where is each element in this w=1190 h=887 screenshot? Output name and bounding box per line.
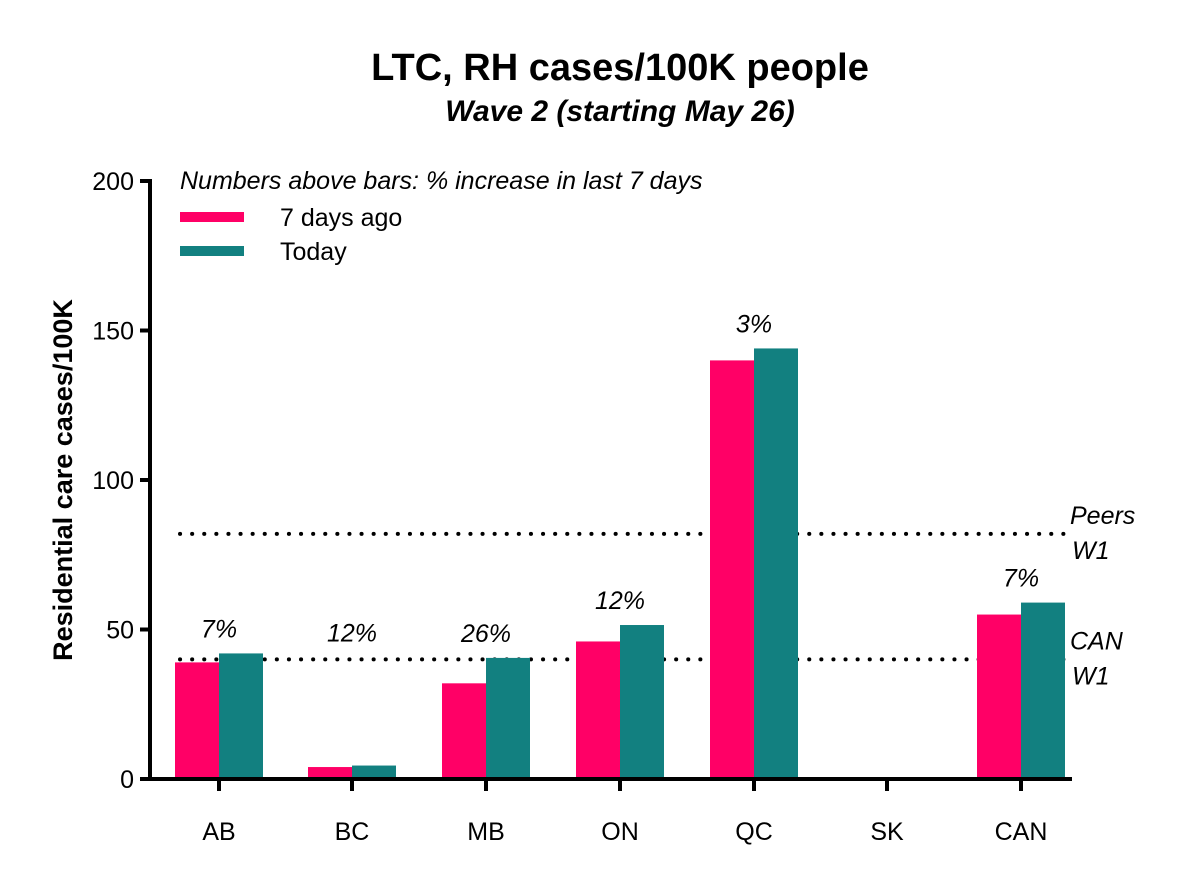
reference-line-label: CAN — [1070, 627, 1124, 655]
bar-annotation: 26% — [460, 620, 511, 648]
reference-line-label: Peers — [1070, 502, 1135, 530]
bar-annotation: 7% — [1003, 565, 1039, 593]
reference-lines: Peers W1 CAN W1 — [178, 502, 1135, 690]
bar-annotation: 12% — [327, 619, 377, 647]
legend-title: Numbers above bars: % increase in last 7… — [180, 167, 702, 195]
x-tick-label: ON — [601, 818, 639, 846]
bar-today-ab — [219, 653, 263, 779]
bar-seven-days-ago-ab — [175, 662, 219, 779]
reference-line-label: W1 — [1072, 662, 1110, 690]
legend-label: Today — [280, 238, 347, 266]
x-tick-label: CAN — [995, 818, 1048, 846]
x-tick-label: QC — [735, 818, 773, 846]
bar-annotation: 7% — [201, 615, 237, 643]
bar-annotation: 3% — [736, 310, 772, 338]
bar-seven-days-ago-can — [977, 614, 1021, 779]
legend: 7 days ago Today — [180, 204, 402, 266]
bar-annotations: 7% 12% 26% 12% 3% 7% — [201, 310, 1039, 647]
bar-seven-days-ago-qc — [710, 360, 754, 779]
x-tick-label: MB — [467, 818, 505, 846]
x-tick-label: SK — [870, 818, 904, 846]
bar-today-mb — [486, 657, 530, 779]
bar-today-can — [1021, 602, 1065, 779]
bar-seven-days-ago-on — [576, 641, 620, 779]
y-tick-label: 100 — [92, 467, 134, 495]
legend-swatch — [180, 246, 244, 256]
bar-seven-days-ago-bc — [308, 767, 352, 779]
reference-line-label: W1 — [1072, 537, 1110, 565]
bar-today-on — [620, 625, 664, 779]
y-tick-label: 0 — [120, 766, 134, 794]
x-tick-label: BC — [335, 818, 370, 846]
x-axis-ticks: AB BC MB ON QC SK CAN — [202, 779, 1047, 846]
y-tick-label: 150 — [92, 318, 134, 346]
y-tick-label: 50 — [106, 617, 134, 645]
bar-annotation: 12% — [595, 587, 645, 615]
y-axis-ticks: 0 50 100 150 200 — [92, 168, 150, 794]
y-tick-label: 200 — [92, 168, 134, 196]
x-tick-label: AB — [202, 818, 235, 846]
chart-title: LTC, RH cases/100K people — [371, 47, 869, 89]
legend-swatch — [180, 212, 244, 222]
legend-label: 7 days ago — [280, 204, 402, 232]
bar-today-qc — [754, 348, 798, 779]
chart-subtitle: Wave 2 (starting May 26) — [445, 95, 795, 128]
y-axis-label: Residential care cases/100K — [48, 299, 78, 661]
bar-seven-days-ago-mb — [442, 683, 486, 779]
bars — [175, 348, 1065, 779]
bar-today-bc — [352, 765, 396, 779]
